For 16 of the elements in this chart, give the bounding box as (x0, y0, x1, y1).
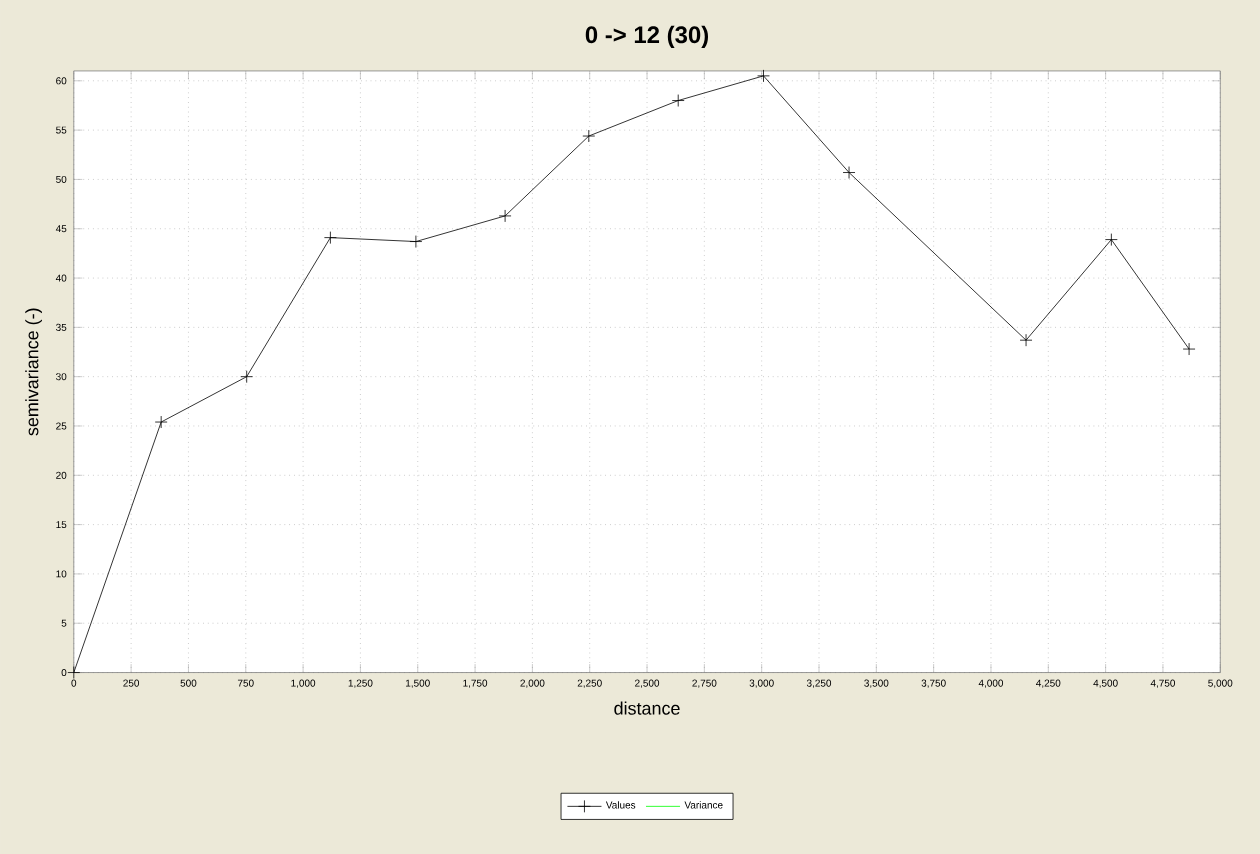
point (409, 235, 423, 248)
point (1182, 342, 1196, 356)
point (757, 69, 770, 83)
point (324, 231, 337, 244)
point (1019, 333, 1033, 347)
point (671, 94, 685, 107)
point (1104, 233, 1118, 246)
point (67, 666, 81, 679)
point (240, 370, 254, 383)
y-axis-title: semivariance (-) (25, 308, 42, 436)
point (498, 209, 512, 223)
point (154, 415, 168, 429)
point (582, 129, 596, 143)
x-axis-title: distance (614, 701, 680, 715)
point (842, 166, 856, 179)
chart-title: 0 -> 12 (30) (585, 25, 709, 48)
